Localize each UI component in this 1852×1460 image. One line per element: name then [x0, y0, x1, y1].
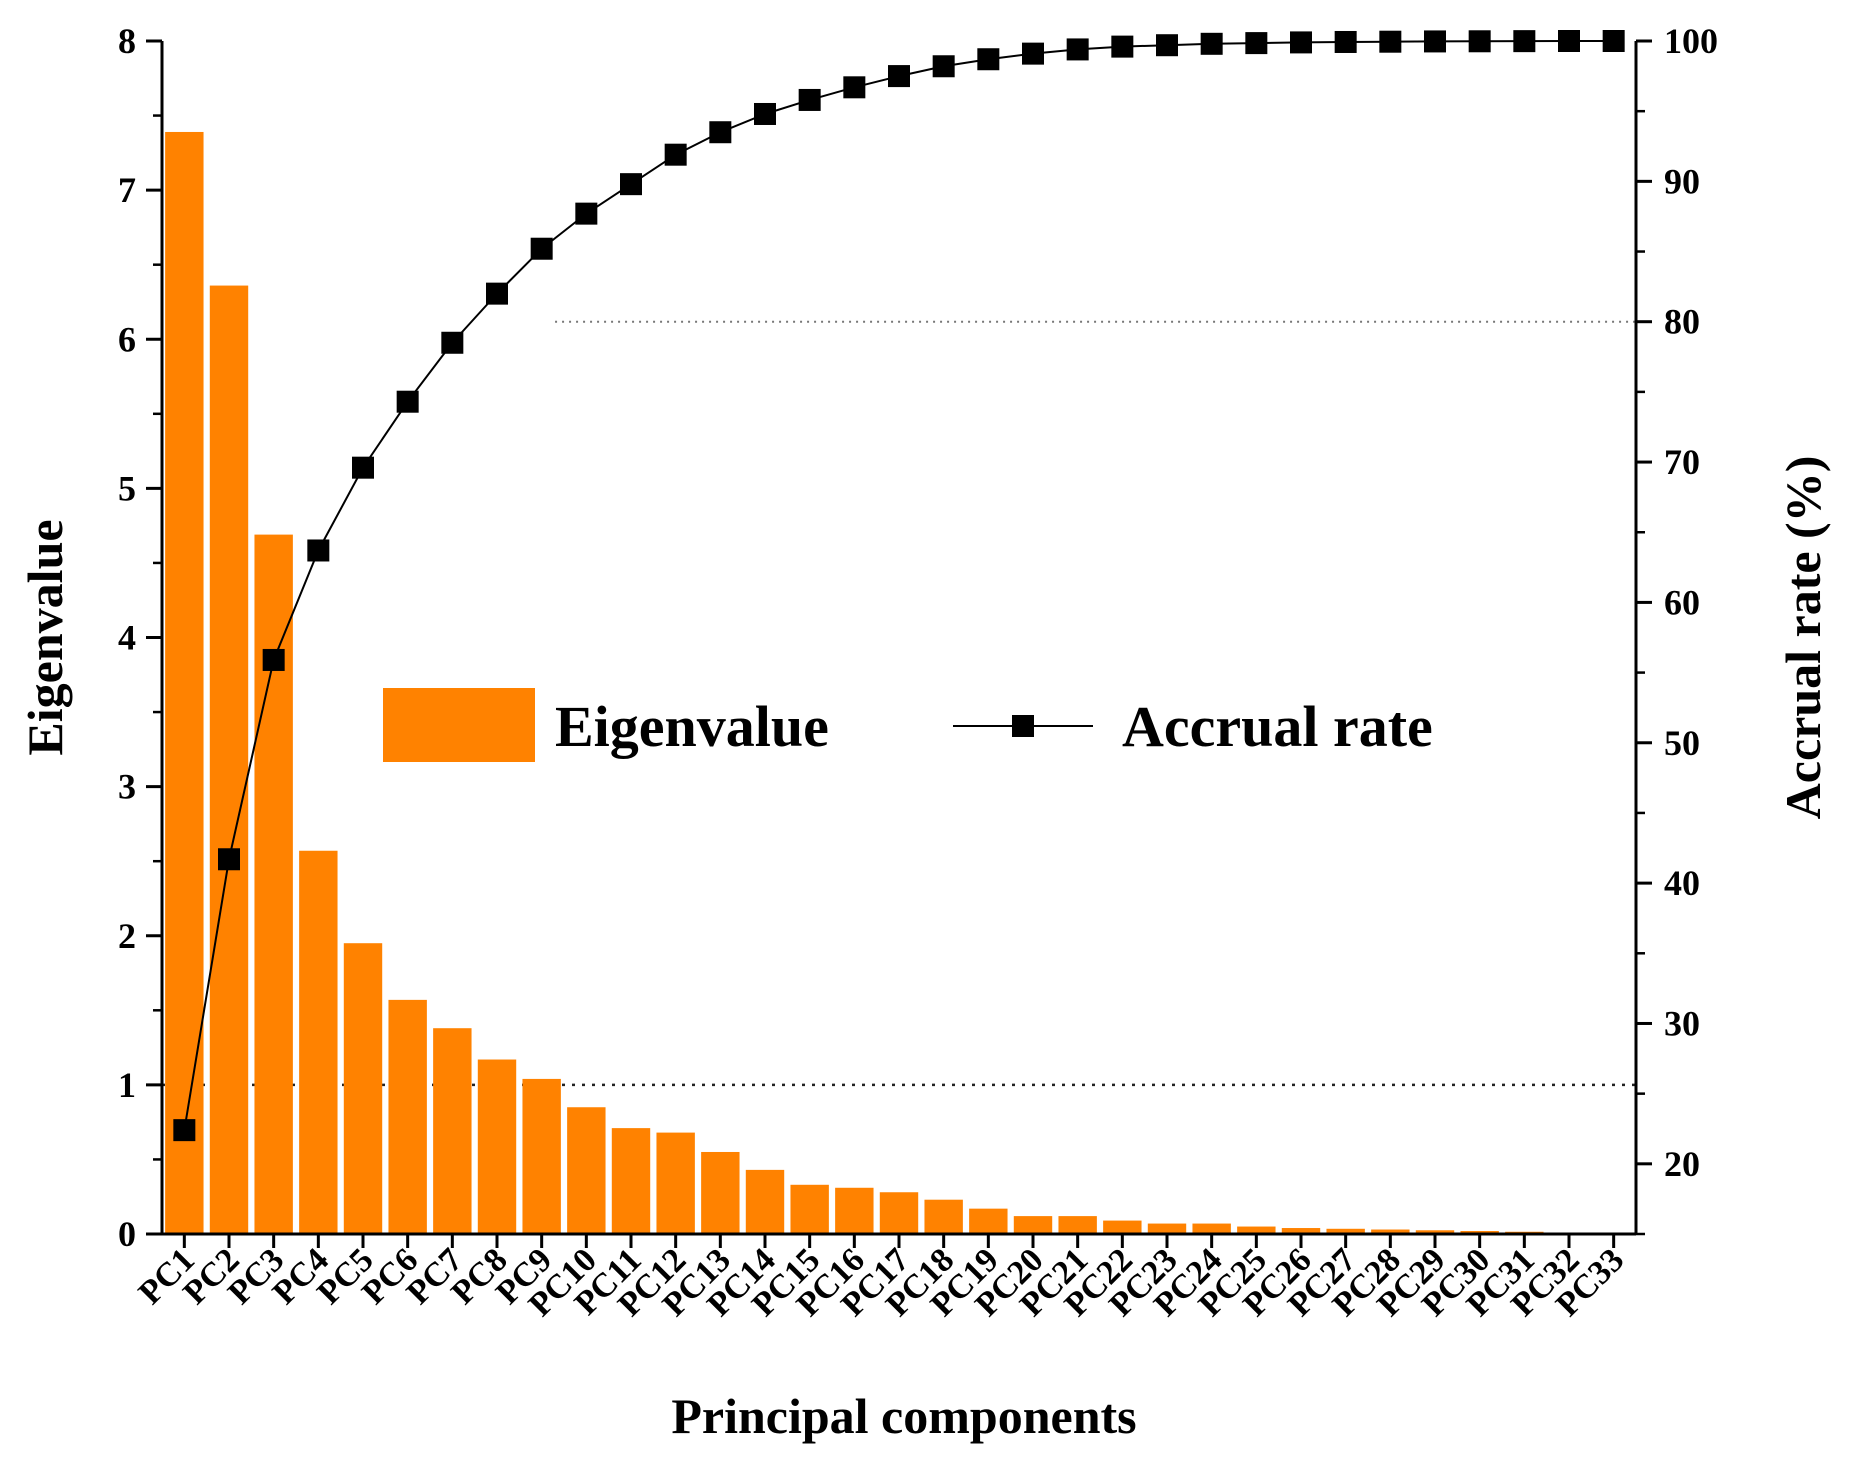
accrual-rate-marker-PC3 — [262, 648, 285, 671]
bar-PC12 — [656, 1132, 695, 1234]
bar-PC28 — [1371, 1229, 1410, 1234]
accrual-rate-marker-PC7 — [441, 331, 464, 354]
right-tick-label-30: 30 — [1664, 1003, 1700, 1043]
accrual-rate-marker-PC33 — [1602, 30, 1625, 52]
legend-accrual-marker — [1012, 715, 1034, 737]
legend-accrual-label: Accrual rate — [1122, 694, 1433, 759]
bar-PC14 — [745, 1169, 785, 1234]
accrual-rate-marker-PC10 — [575, 202, 598, 225]
accrual-rate-marker-PC20 — [1022, 42, 1044, 65]
bar-PC23 — [1147, 1223, 1187, 1234]
accrual-rate-marker-PC2 — [218, 848, 240, 871]
right-tick-label-60: 60 — [1664, 582, 1700, 622]
bar-PC16 — [835, 1187, 874, 1234]
left-tick-label-5: 5 — [118, 468, 136, 508]
right-tick-label-100: 100 — [1664, 21, 1718, 61]
left-tick-label-1: 1 — [118, 1065, 136, 1105]
bar-PC2 — [209, 285, 249, 1234]
x-axis-title: Principal components — [671, 1388, 1136, 1444]
axes: 0123456782030405060708090100PC1PC2PC3PC4… — [118, 21, 1718, 1324]
accrual-rate-marker-PC17 — [888, 65, 910, 88]
accrual-rate-marker-PC16 — [843, 76, 866, 99]
bar-PC24 — [1192, 1223, 1231, 1234]
legend: Eigenvalue Accrual rate — [383, 688, 1433, 762]
accrual-rate-marker-PC1 — [173, 1119, 196, 1142]
bar-PC20 — [1013, 1216, 1053, 1234]
bar-PC10 — [567, 1107, 606, 1234]
accrual-rate-marker-PC8 — [486, 282, 508, 305]
accrual-rate-marker-PC19 — [977, 48, 1000, 71]
accrual-rate-marker-PC5 — [352, 456, 374, 479]
axis-titles: Principal components Eigenvalue Accrual ra… — [17, 456, 1831, 1444]
bar-PC27 — [1326, 1228, 1365, 1234]
left-tick-label-0: 0 — [118, 1214, 136, 1254]
right-tick-label-50: 50 — [1664, 723, 1700, 763]
accrual-rate-marker-PC4 — [307, 539, 330, 562]
legend-eigenvalue-label: Eigenvalue — [555, 694, 829, 759]
accrual-rate-marker-PC12 — [664, 143, 687, 166]
right-tick-label-70: 70 — [1664, 442, 1700, 482]
accrual-rate-marker-PC23 — [1156, 34, 1178, 57]
bar-PC13 — [701, 1151, 740, 1234]
accrual-rate-marker-PC15 — [798, 88, 821, 111]
right-tick-label-20: 20 — [1664, 1144, 1700, 1184]
bar-PC8 — [477, 1059, 517, 1234]
bar-PC18 — [924, 1199, 963, 1234]
right-tick-label-90: 90 — [1664, 161, 1700, 201]
accrual-rate-marker-PC27 — [1334, 30, 1357, 53]
accrual-rate-marker-PC21 — [1066, 38, 1089, 61]
bar-PC19 — [969, 1208, 1008, 1234]
bar-PC26 — [1281, 1228, 1321, 1234]
bar-PC15 — [790, 1184, 829, 1234]
accrual-rate-marker-PC6 — [396, 390, 419, 413]
left-tick-label-3: 3 — [118, 767, 136, 807]
bar-PC5 — [343, 943, 383, 1234]
bar-PC29 — [1415, 1230, 1455, 1234]
left-tick-label-7: 7 — [118, 170, 136, 210]
left-tick-label-4: 4 — [118, 618, 136, 658]
right-tick-label-40: 40 — [1664, 863, 1700, 903]
bar-PC11 — [611, 1128, 651, 1234]
bar-PC7 — [433, 1028, 472, 1234]
left-tick-label-8: 8 — [118, 21, 136, 61]
accrual-rate-series — [173, 30, 1625, 1142]
bar-PC9 — [522, 1078, 561, 1234]
bar-PC17 — [879, 1192, 919, 1234]
bar-PC4 — [299, 850, 338, 1234]
left-tick-label-6: 6 — [118, 319, 136, 359]
accrual-rate-marker-PC31 — [1513, 30, 1536, 53]
accrual-rate-marker-PC32 — [1558, 30, 1580, 52]
bar-PC6 — [388, 999, 427, 1234]
accrual-rate-marker-PC18 — [932, 55, 955, 78]
right-tick-label-80: 80 — [1664, 302, 1700, 342]
accrual-rate-marker-PC29 — [1424, 30, 1446, 53]
bar-PC22 — [1103, 1220, 1142, 1234]
accrual-rate-marker-PC26 — [1290, 31, 1312, 54]
right-y-axis-title: Accrual rate (%) — [1775, 456, 1831, 820]
left-y-axis-title: Eigenvalue — [17, 519, 73, 755]
accrual-rate-marker-PC24 — [1200, 32, 1223, 55]
accrual-rate-marker-PC25 — [1245, 32, 1268, 55]
reference-lines — [162, 320, 1636, 1087]
eigenvalue-bars — [165, 131, 1633, 1234]
accrual-rate-line — [183, 40, 1614, 1131]
accrual-rate-marker-PC14 — [754, 102, 776, 125]
accrual-rate-marker-PC28 — [1379, 30, 1402, 53]
accrual-rate-marker-PC9 — [530, 237, 553, 260]
accrual-rate-marker-PC13 — [709, 121, 732, 144]
bar-PC1 — [165, 131, 204, 1234]
legend-eigenvalue-swatch — [383, 688, 535, 762]
accrual-rate-marker-PC22 — [1111, 35, 1134, 58]
bar-PC3 — [254, 534, 293, 1234]
left-tick-label-2: 2 — [118, 916, 136, 956]
accrual-rate-marker-PC30 — [1468, 30, 1491, 53]
accrual-rate-marker-PC11 — [620, 173, 642, 196]
bar-PC21 — [1058, 1216, 1097, 1234]
bar-PC25 — [1237, 1226, 1276, 1234]
